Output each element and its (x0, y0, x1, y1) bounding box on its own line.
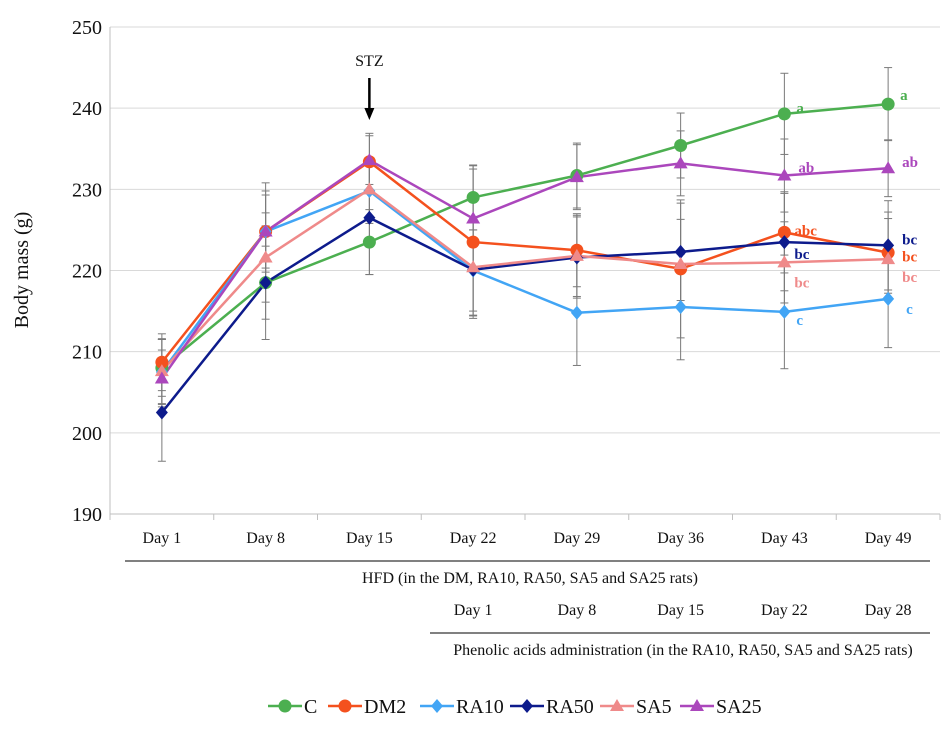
significance-label: bc (794, 275, 809, 291)
legend-swatch-marker (278, 699, 292, 713)
data-point-diamond (674, 244, 687, 259)
significance-label: c (796, 313, 803, 329)
data-point-circle (466, 190, 480, 204)
data-point-diamond (674, 300, 687, 315)
data-point-triangle (673, 156, 688, 169)
data-point-circle (362, 235, 376, 249)
stz-arrowhead (364, 108, 375, 120)
stz-annotation-label: STZ (355, 53, 383, 70)
data-point-diamond (259, 275, 272, 290)
data-point-diamond (882, 291, 895, 306)
data-point-diamond (363, 210, 376, 225)
data-point-circle (777, 225, 791, 239)
legend-swatch-marker (338, 699, 352, 713)
annotation-layer: STZ (355, 53, 384, 120)
data-point-diamond (155, 405, 168, 420)
y-tick-label: 220 (72, 261, 102, 283)
y-tick-label: 190 (72, 504, 102, 526)
data-point-triangle (569, 170, 584, 183)
phenolic-caption: Phenolic acids administration (in the RA… (453, 642, 913, 659)
legend-label: SA5 (636, 696, 672, 718)
y-tick-label: 250 (72, 17, 102, 39)
series-line-sa5 (160, 187, 889, 372)
legend-swatch-marker (690, 699, 704, 711)
data-point-triangle (569, 248, 584, 261)
significance-label: ab (902, 155, 918, 171)
x-tick-label: Day 49 (865, 530, 912, 547)
significance-label: ab (798, 161, 814, 177)
data-point-diamond (570, 305, 583, 320)
data-point-triangle (154, 371, 169, 384)
data-point-triangle (362, 153, 377, 166)
series-line-sa25 (160, 158, 889, 380)
caption-layer: HFD (in the DM, RA10, RA50, SA5 and SA25… (125, 560, 930, 659)
phenolic-day-label: Day 22 (761, 602, 808, 619)
x-axis-layer: Day 1 Day 8 Day 15 Day 22 Day 29 Day 36 Day 43… (143, 530, 912, 619)
phenolic-day-label: Day 1 (454, 602, 493, 619)
y-tick-label: 210 (72, 342, 102, 364)
significance-label: bc (902, 232, 917, 248)
series-line-ra10 (160, 189, 889, 373)
data-point-triangle (362, 182, 377, 195)
series-markers-layer (154, 97, 896, 420)
legend-swatch-marker (431, 699, 443, 713)
data-point-diamond (778, 235, 791, 250)
data-point-triangle (258, 224, 273, 237)
significance-label: bc (902, 250, 917, 266)
y-axis-title: Body mass (g) (11, 212, 33, 329)
data-point-circle (466, 235, 480, 249)
legend: C DM2 RA10 RA50 SA5 SA25 (268, 696, 762, 718)
legend-label: DM2 (364, 696, 406, 718)
data-point-circle (777, 107, 791, 121)
data-point-triangle (673, 257, 688, 270)
legend-label: RA50 (546, 696, 594, 718)
data-point-triangle (154, 364, 169, 377)
significance-label: bc (794, 247, 809, 263)
x-tick-label: Day 15 (346, 530, 393, 547)
legend-label: RA10 (456, 696, 504, 718)
data-point-circle (155, 355, 169, 369)
data-point-circle (881, 97, 895, 111)
data-point-triangle (777, 168, 792, 181)
significance-label: bc (902, 270, 917, 286)
significance-labels-layer: a a abc bc c c bc bc bc bc ab ab (794, 88, 918, 329)
data-point-diamond (778, 304, 791, 319)
data-point-triangle (881, 161, 896, 174)
significance-label: abc (794, 223, 817, 239)
x-tick-label: Day 43 (761, 530, 808, 547)
significance-label: a (900, 88, 908, 104)
legend-swatch-marker (610, 699, 624, 711)
x-tick-label: Day 8 (246, 530, 285, 547)
x-tick-label: Day 36 (657, 530, 704, 547)
phenolic-day-label: Day 15 (657, 602, 704, 619)
legend-label: SA25 (716, 696, 762, 718)
data-point-triangle (258, 250, 273, 263)
data-point-triangle (466, 211, 481, 224)
phenolic-day-label: Day 28 (865, 602, 912, 619)
data-point-triangle (777, 255, 792, 268)
x-tick-label: Day 29 (554, 530, 601, 547)
data-point-triangle (466, 260, 481, 273)
grid-layer (110, 26, 940, 515)
series-line-c (161, 102, 889, 369)
legend-label: C (304, 696, 317, 718)
y-tick-label: 230 (72, 179, 102, 201)
significance-label: a (796, 101, 804, 117)
significance-label: c (906, 302, 913, 318)
y-tick-label: 200 (72, 423, 102, 445)
hfd-caption: HFD (in the DM, RA10, RA50, SA5 and SA25… (362, 570, 698, 587)
data-point-diamond (882, 238, 895, 253)
data-point-circle (674, 139, 688, 153)
series-lines-layer (160, 102, 889, 414)
legend-swatch-marker (521, 699, 533, 713)
series-line-ra50 (160, 216, 889, 414)
phenolic-day-label: Day 8 (558, 602, 597, 619)
axis-layer: 190 200 210 220 230 240 250 (72, 17, 941, 526)
x-tick-label: Day 22 (450, 530, 497, 547)
x-tick-label: Day 1 (143, 530, 182, 547)
y-tick-label: 240 (72, 98, 102, 120)
data-point-triangle (881, 252, 896, 265)
